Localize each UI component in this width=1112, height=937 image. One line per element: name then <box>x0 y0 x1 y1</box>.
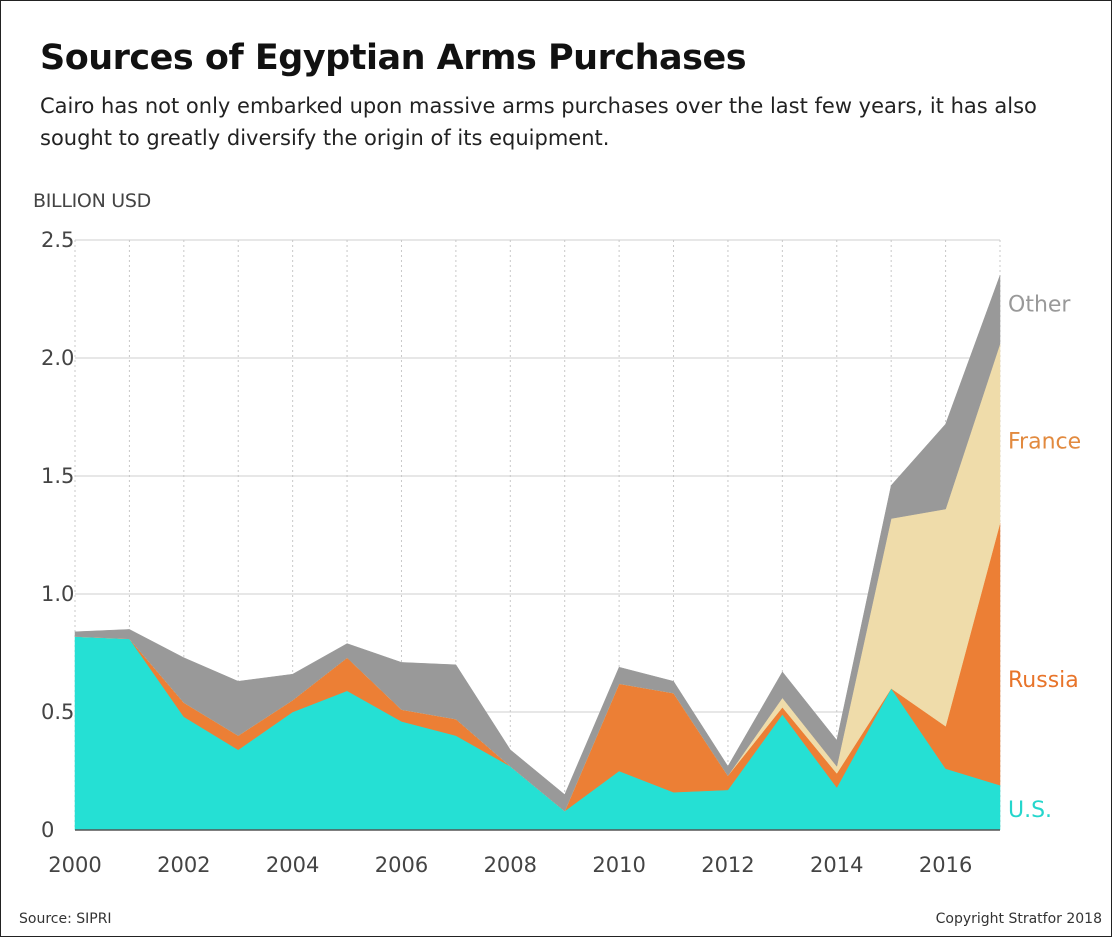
series-label-layer: U.S. Russia France Other <box>1008 293 1081 823</box>
axis-layer: 0 0.5 1.0 1.5 2.0 2.5 2000 2002 2004 2006 2008 2010… <box>41 228 1000 877</box>
area-layer <box>74 275 1001 831</box>
series-label-us: U.S. <box>1008 798 1052 823</box>
series-label-other: Other <box>1008 293 1071 318</box>
y-tick-label: 1.0 <box>41 582 74 606</box>
y-tick-label: 0.5 <box>41 700 74 724</box>
y-tick-label: 0 <box>41 818 54 842</box>
x-tick-label: 2002 <box>157 853 210 877</box>
y-tick-label: 2.5 <box>41 228 74 252</box>
x-tick-label: 2006 <box>375 853 428 877</box>
x-tick-label: 2016 <box>919 853 972 877</box>
x-tick-label: 2014 <box>810 853 863 877</box>
y-axis-label: BILLION USD <box>33 190 151 212</box>
series-label-russia: Russia <box>1008 668 1079 693</box>
area-other <box>74 275 1001 812</box>
copyright-note: Copyright Stratfor 2018 <box>935 911 1102 927</box>
x-tick-label: 2004 <box>266 853 319 877</box>
y-tick-label: 2.0 <box>41 346 74 370</box>
x-tick-label: 2012 <box>701 853 754 877</box>
series-label-france: France <box>1008 430 1081 455</box>
x-tick-label: 2008 <box>484 853 537 877</box>
y-tick-label: 1.5 <box>41 464 74 488</box>
x-tick-label: 2000 <box>48 853 101 877</box>
source-note: Source: SIPRI <box>19 911 112 927</box>
chart-title: Sources of Egyptian Arms Purchases <box>40 38 747 78</box>
x-tick-label: 2010 <box>592 853 645 877</box>
chart-subtitle: Cairo has not only embarked upon massive… <box>40 94 1037 150</box>
